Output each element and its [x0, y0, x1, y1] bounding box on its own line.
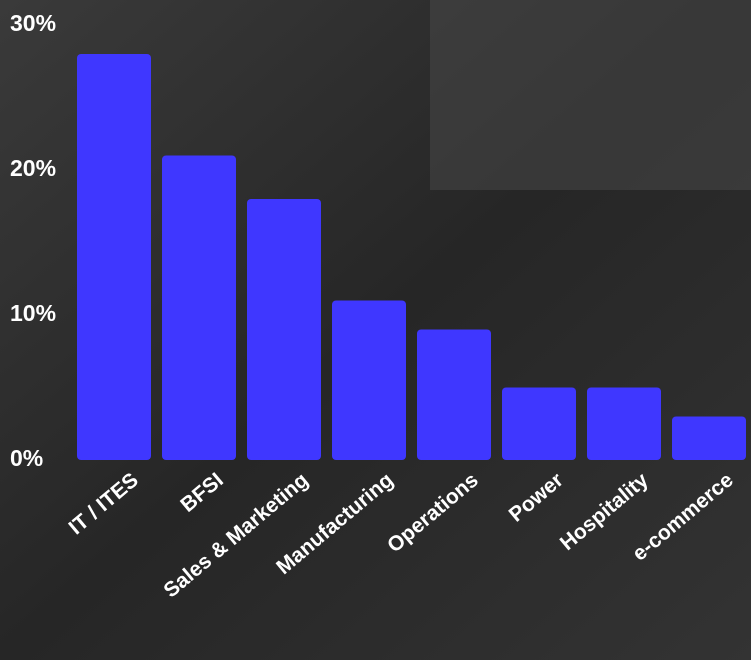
bar: [77, 54, 151, 460]
bar: [247, 199, 321, 460]
y-tick-label: 10%: [10, 300, 56, 326]
y-tick-label: 0%: [10, 445, 43, 471]
bar: [502, 387, 576, 460]
background-photo: [430, 0, 751, 190]
bar: [332, 300, 406, 460]
bar: [162, 155, 236, 460]
y-tick-label: 20%: [10, 155, 56, 181]
y-tick-label: 30%: [10, 10, 56, 36]
bar: [417, 329, 491, 460]
bar: [672, 416, 746, 460]
bar: [587, 387, 661, 460]
